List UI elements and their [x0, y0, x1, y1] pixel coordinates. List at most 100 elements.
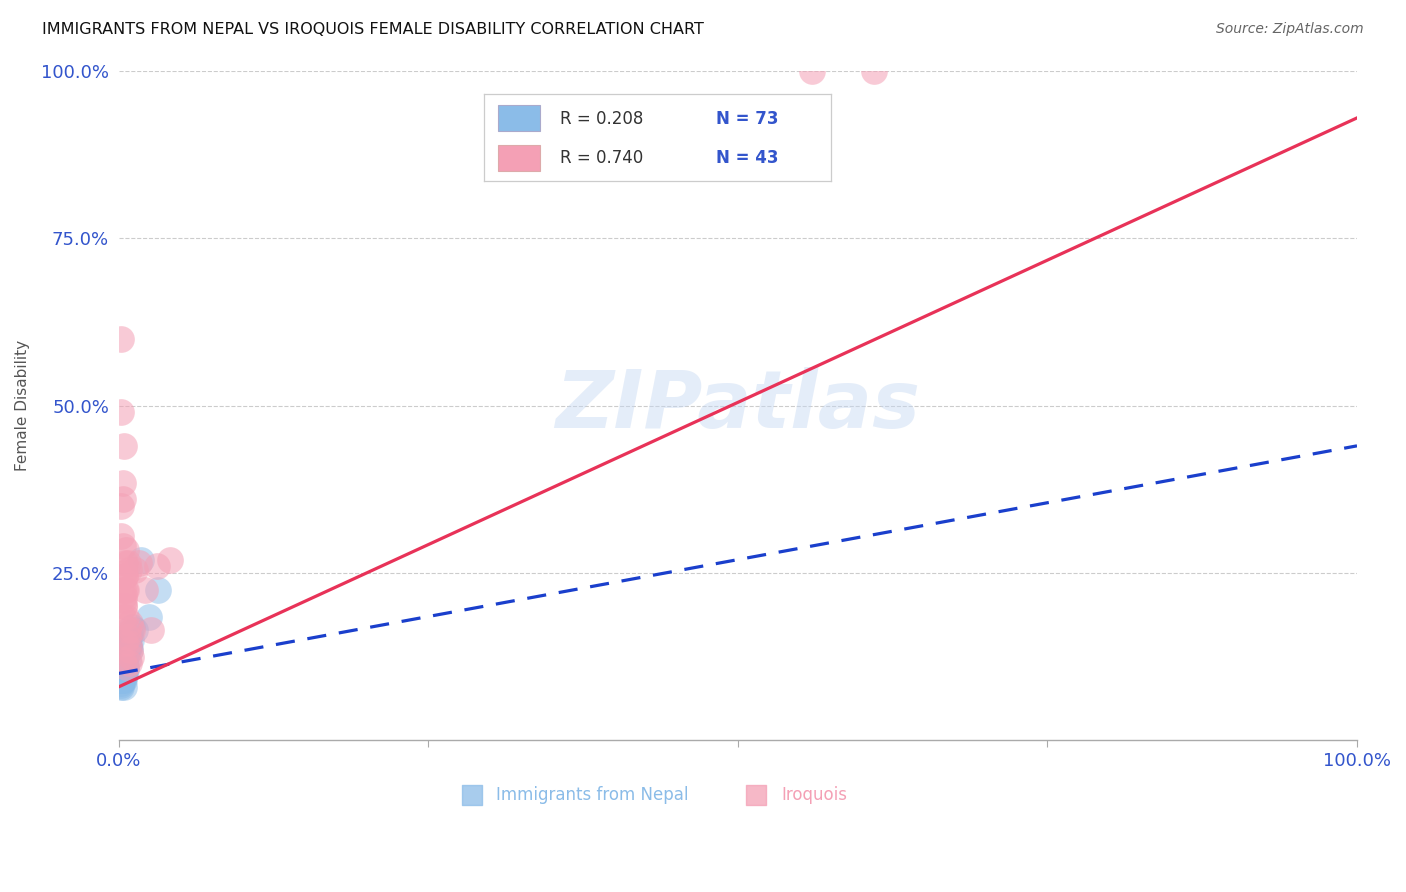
Point	[111, 659, 134, 673]
Point	[112, 657, 135, 671]
Point	[115, 582, 138, 597]
Point	[111, 666, 134, 681]
Point	[129, 552, 152, 566]
Point	[111, 659, 134, 673]
Point	[111, 649, 134, 664]
Point	[112, 649, 135, 664]
Point	[110, 666, 132, 681]
Point	[111, 475, 134, 490]
Point	[745, 788, 768, 802]
Point	[111, 653, 134, 667]
Point	[801, 64, 824, 78]
Point	[110, 673, 132, 687]
Point	[120, 649, 142, 664]
Point	[114, 556, 136, 570]
Point	[114, 636, 136, 650]
Point	[117, 632, 139, 647]
Point	[117, 630, 139, 644]
Point	[110, 666, 132, 681]
Text: ZIPatlas: ZIPatlas	[555, 367, 921, 445]
Point	[112, 599, 135, 614]
Point	[112, 640, 135, 654]
Point	[114, 666, 136, 681]
Text: Source: ZipAtlas.com: Source: ZipAtlas.com	[1216, 22, 1364, 37]
Point	[114, 646, 136, 660]
Point	[460, 788, 482, 802]
Point	[128, 556, 150, 570]
Point	[114, 643, 136, 657]
Point	[110, 678, 132, 692]
Point	[115, 659, 138, 673]
Point	[118, 630, 141, 644]
Point	[110, 659, 132, 673]
Point	[112, 657, 135, 671]
Point	[112, 590, 135, 604]
Point	[159, 552, 181, 566]
Point	[115, 609, 138, 624]
Point	[110, 529, 132, 543]
Point	[111, 649, 134, 664]
Point	[115, 542, 138, 557]
Point	[120, 632, 142, 647]
Point	[118, 563, 141, 577]
Point	[111, 670, 134, 684]
Point	[112, 663, 135, 677]
Point	[115, 636, 138, 650]
Point	[115, 636, 138, 650]
Point	[111, 609, 134, 624]
Point	[118, 643, 141, 657]
Point	[117, 623, 139, 637]
Text: Immigrants from Nepal: Immigrants from Nepal	[496, 786, 689, 805]
Point	[114, 657, 136, 671]
Point	[110, 657, 132, 671]
Point	[111, 666, 134, 681]
Point	[118, 616, 141, 631]
Point	[110, 332, 132, 346]
Point	[114, 653, 136, 667]
Point	[110, 673, 132, 687]
Point	[110, 653, 132, 667]
Point	[118, 636, 141, 650]
Point	[110, 405, 132, 419]
Point	[112, 666, 135, 681]
Point	[111, 582, 134, 597]
Point	[112, 680, 135, 694]
Point	[111, 666, 134, 681]
Point	[117, 653, 139, 667]
Point	[115, 659, 138, 673]
Point	[117, 556, 139, 570]
Point	[118, 640, 141, 654]
Point	[112, 670, 135, 684]
Point	[112, 592, 135, 607]
Point	[112, 657, 135, 671]
Point	[117, 640, 139, 654]
Point	[114, 582, 136, 597]
Point	[112, 663, 135, 677]
Point	[108, 673, 131, 687]
Point	[114, 569, 136, 583]
Point	[112, 439, 135, 453]
Point	[112, 666, 135, 681]
Point	[114, 646, 136, 660]
Point	[110, 680, 132, 694]
Point	[863, 64, 886, 78]
Point	[134, 582, 156, 597]
Point	[118, 657, 141, 671]
Point	[114, 646, 136, 660]
Point	[111, 646, 134, 660]
Y-axis label: Female Disability: Female Disability	[15, 340, 30, 471]
Point	[139, 623, 162, 637]
Point	[111, 539, 134, 553]
Point	[146, 559, 169, 574]
Point	[121, 623, 143, 637]
Point	[118, 643, 141, 657]
Point	[138, 609, 160, 624]
Point	[110, 653, 132, 667]
Point	[114, 569, 136, 583]
Point	[118, 640, 141, 654]
Point	[148, 582, 170, 597]
Text: Iroquois: Iroquois	[782, 786, 848, 805]
Point	[124, 563, 146, 577]
Point	[112, 657, 135, 671]
Point	[115, 649, 138, 664]
